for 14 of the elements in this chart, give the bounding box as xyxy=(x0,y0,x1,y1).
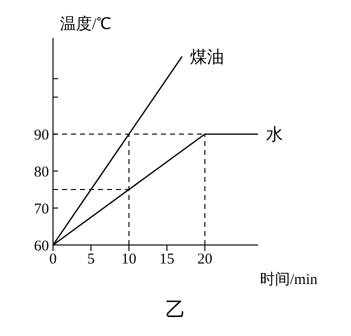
x-tick-label: 20 xyxy=(197,252,212,268)
x-tick-label: 15 xyxy=(159,252,174,268)
x-tick-label: 0 xyxy=(49,252,57,268)
y-tick-label: 60 xyxy=(34,238,49,254)
series-label: 水 xyxy=(266,125,283,144)
text: 乙 xyxy=(164,298,186,323)
x-tick-label: 5 xyxy=(87,252,95,268)
x-tick-label: 10 xyxy=(121,252,136,268)
x-axis-title: 时间/min xyxy=(260,270,318,289)
y-tick-label: 80 xyxy=(34,164,49,180)
y-tick-label: 70 xyxy=(34,201,49,218)
y-tick-label: 90 xyxy=(34,127,49,144)
series-label: 煤油 xyxy=(190,47,224,66)
y-axis-title: 温度/℃ xyxy=(60,14,112,35)
